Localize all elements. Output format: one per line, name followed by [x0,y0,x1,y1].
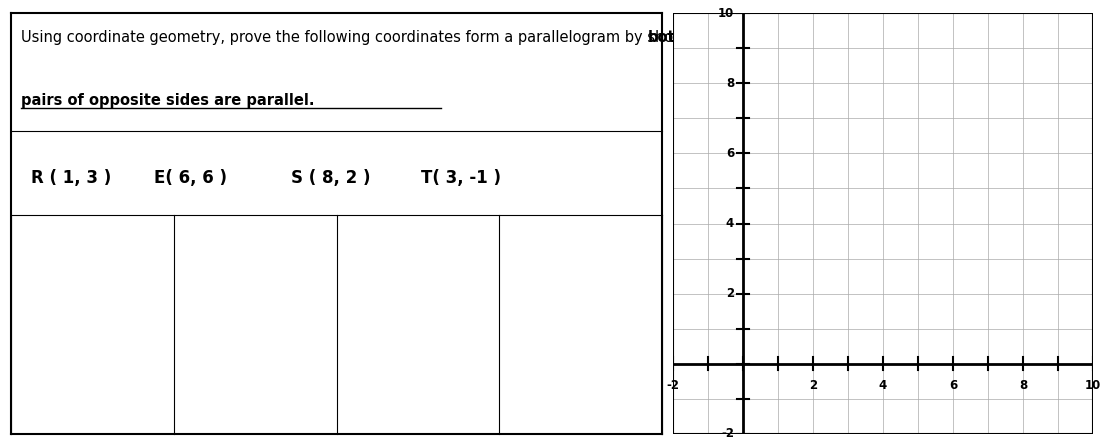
Text: S ( 8, 2 ): S ( 8, 2 ) [291,169,371,187]
Text: T( 3, -1 ): T( 3, -1 ) [422,169,501,187]
Text: 10: 10 [1085,380,1101,392]
Text: 8: 8 [1019,380,1027,392]
Text: 10: 10 [718,7,734,20]
Text: Using coordinate geometry, prove the following coordinates form a parallelogram : Using coordinate geometry, prove the fol… [21,30,747,45]
Text: 6: 6 [726,147,734,160]
Text: 4: 4 [879,380,887,392]
Text: 4: 4 [726,217,734,230]
Text: 6: 6 [948,380,957,392]
Text: E( 6, 6 ): E( 6, 6 ) [155,169,227,187]
Text: 8: 8 [726,77,734,90]
Text: 2: 2 [726,287,734,300]
Text: R ( 1, 3 ): R ( 1, 3 ) [31,169,110,187]
Text: 2: 2 [809,380,817,392]
Text: -2: -2 [721,427,734,440]
Text: -2: -2 [667,380,679,392]
Text: both: both [648,30,686,45]
Text: pairs of opposite sides are parallel.: pairs of opposite sides are parallel. [21,93,315,108]
